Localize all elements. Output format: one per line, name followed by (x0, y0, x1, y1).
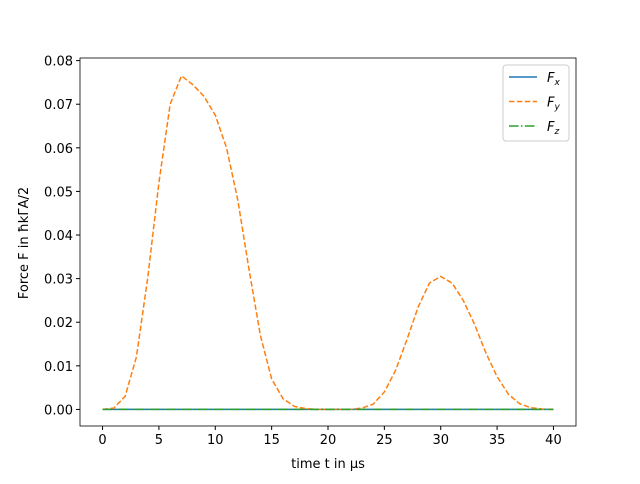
plot-frame (79, 57, 577, 427)
series-line (102, 74, 554, 411)
y-tick-label: 0.05 (44, 185, 73, 200)
y-tick-label: 0.00 (44, 403, 73, 418)
y-tick-label: 0.01 (44, 360, 73, 375)
x-axis-label: time t in μs (291, 457, 365, 472)
legend-label: Fy (547, 96, 560, 113)
y-tick-label: 0.08 (44, 55, 73, 70)
x-tick-label: 5 (155, 433, 163, 448)
y-axis-label: Force F in ħkΓA/2 (17, 187, 32, 299)
x-tick-label: 15 (263, 433, 280, 448)
x-tick-label: 35 (489, 433, 506, 448)
x-tick-label: 0 (98, 433, 106, 448)
x-tick-label: 25 (376, 433, 393, 448)
x-tick-label: 20 (320, 433, 337, 448)
y-tick-label: 0.06 (44, 142, 73, 157)
y-tick-label: 0.04 (44, 229, 73, 244)
legend-box (502, 64, 570, 142)
legend-label: Fx (547, 71, 560, 88)
legend-label: Fz (547, 120, 559, 137)
x-tick-label: 10 (207, 433, 224, 448)
y-tick-label: 0.07 (44, 98, 73, 113)
y-tick-label: 0.02 (44, 316, 73, 331)
y-tick-label: 0.03 (44, 273, 73, 288)
x-tick-label: 40 (545, 433, 562, 448)
x-tick-label: 30 (432, 433, 449, 448)
